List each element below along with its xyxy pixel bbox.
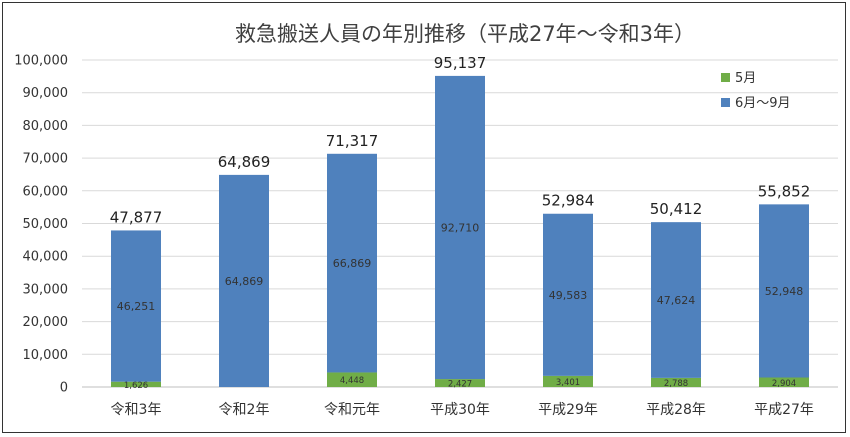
bar-may <box>327 372 377 387</box>
bar-jun-sep-label: 92,710 <box>441 221 480 234</box>
x-tick-label: 令和2年 <box>219 402 270 418</box>
legend-swatch <box>721 73 730 82</box>
y-axis-ticks: 0 10,000 20,000 30,000 40,000 50,000 60,000 70,… <box>14 54 68 396</box>
bar-jun-sep <box>111 230 161 382</box>
y-tick-label: 80,000 <box>23 119 69 134</box>
x-tick-label: 令和3年 <box>111 402 162 418</box>
bar-total-label: 64,869 <box>218 153 271 171</box>
x-tick-label: 平成27年 <box>754 402 814 418</box>
bar-total-label: 47,877 <box>110 208 163 226</box>
bar-jun-sep <box>651 222 701 378</box>
bar-may-label: 3,401 <box>556 378 580 388</box>
bar-may <box>435 379 485 387</box>
bar-jun-sep-label: 46,251 <box>117 300 156 313</box>
legend-label: 6月～9月 <box>735 96 791 111</box>
x-tick-label: 令和元年 <box>324 402 380 418</box>
bar-jun-sep <box>219 174 269 387</box>
bar-may <box>651 377 701 387</box>
legend-swatch <box>721 98 730 107</box>
bar-total-label: 55,852 <box>758 182 811 200</box>
bar-total-label: 95,137 <box>434 54 487 72</box>
bar-total-label: 52,984 <box>542 192 595 210</box>
bar-jun-sep-label: 64,869 <box>225 275 264 288</box>
y-tick-label: 10,000 <box>23 348 69 363</box>
legend-label: 5月 <box>735 71 756 86</box>
y-tick-label: 50,000 <box>23 217 69 232</box>
y-tick-label: 100,000 <box>14 54 68 69</box>
legend: 5月 6月～9月 <box>721 71 791 111</box>
bar-total-label: 50,412 <box>650 200 703 218</box>
bar-jun-sep <box>543 213 593 376</box>
bar-jun-sep-label: 49,583 <box>549 289 588 302</box>
bar-total-label: 71,317 <box>326 132 379 150</box>
bar-may <box>111 381 161 387</box>
bar-jun-sep <box>759 204 809 378</box>
x-tick-label: 平成29年 <box>538 402 598 418</box>
bar-jun-sep <box>435 75 485 380</box>
y-tick-label: 60,000 <box>23 184 69 199</box>
bar-jun-sep-label: 47,624 <box>657 294 696 307</box>
x-tick-label: 平成28年 <box>646 402 706 418</box>
y-tick-label: 70,000 <box>23 152 69 167</box>
bar-may-label: 2,788 <box>664 379 688 389</box>
bar-may-label: 4,448 <box>340 376 364 386</box>
bar-may <box>759 377 809 387</box>
y-tick-label: 90,000 <box>23 86 69 101</box>
bar-may-label: 2,427 <box>448 380 472 390</box>
y-tick-label: 0 <box>60 381 68 396</box>
bar-jun-sep <box>327 153 377 373</box>
bar-may-label: 2,904 <box>772 379 796 389</box>
y-tick-label: 20,000 <box>23 315 69 330</box>
bar-jun-sep-label: 52,948 <box>765 285 804 298</box>
x-tick-label: 平成30年 <box>430 402 490 418</box>
bars: 1,626 46,251 47,877 64,869 64,869 4,448 66,869… <box>110 54 811 391</box>
x-axis-ticks: 令和3年 令和2年 令和元年 平成30年 平成29年 平成28年 平成27年 <box>111 402 814 418</box>
bar-may-label: 1,626 <box>124 381 148 391</box>
bar-jun-sep-label: 66,869 <box>333 257 372 270</box>
y-tick-label: 40,000 <box>23 250 69 265</box>
chart-title: 救急搬送人員の年別推移（平成27年～令和3年） <box>235 22 695 46</box>
bar-may <box>543 375 593 387</box>
y-tick-label: 30,000 <box>23 282 69 297</box>
